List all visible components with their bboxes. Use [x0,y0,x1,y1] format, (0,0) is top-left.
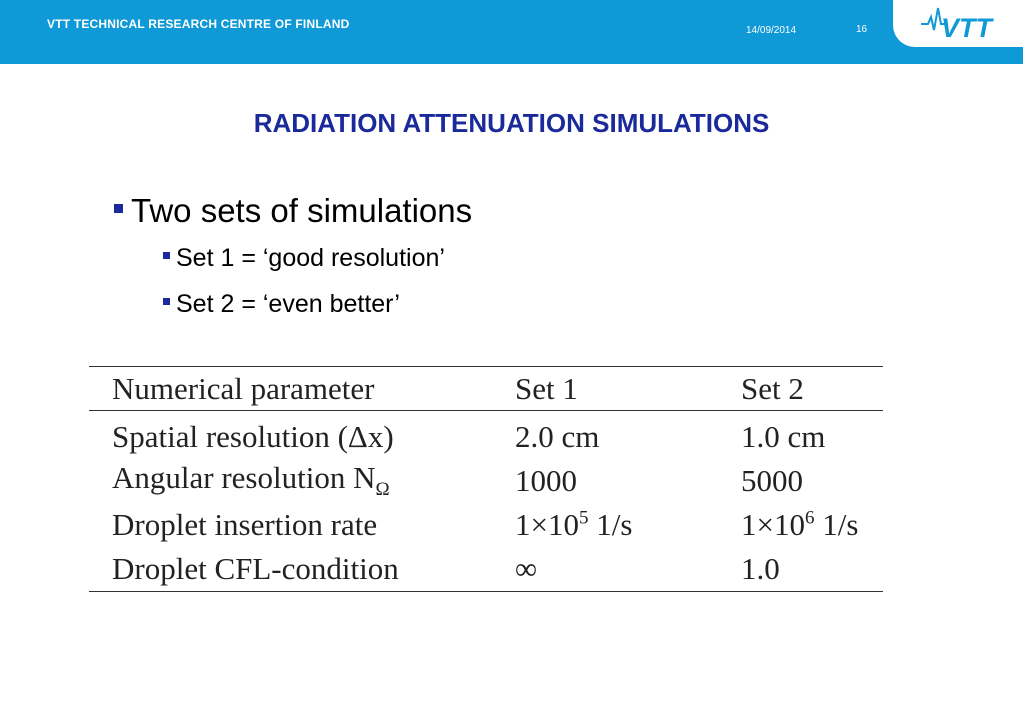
square-bullet-icon [114,203,123,213]
table-cell: 1×106 1/s [721,503,883,547]
sub-bullet-item: Set 2 = ‘even better’ [163,290,400,319]
slide-date: 14/09/2014 [746,25,797,36]
table-cell: 1.0 [741,551,780,586]
table-cell: Droplet CFL-condition [112,551,399,586]
vtt-logo-icon: VTT [921,7,995,42]
bullet-item: Two sets of simulations [114,192,472,230]
parameter-table: Numerical parameter Set 1 Set 2 Spatial … [89,366,883,592]
vtt-logo: VTT [893,0,1023,47]
table-cell: Spatial resolution (Δx) [112,419,394,454]
header-bar: VTT TECHNICAL RESEARCH CENTRE OF FINLAND… [0,0,1023,64]
column-header: Set 1 [515,370,578,406]
table-cell: Droplet insertion rate [112,507,378,542]
column-header: Numerical parameter [112,370,375,406]
cell-text: 1×10 [741,507,805,542]
table-cell: 1×105 1/s [493,503,721,547]
table-cell: 1000 [515,463,577,498]
cell-exponent: 6 [804,507,815,529]
table-row: Droplet insertion rate 1×105 1/s 1×106 1… [89,503,883,547]
organization-name: VTT TECHNICAL RESEARCH CENTRE OF FINLAND [47,17,350,31]
slide-title: RADIATION ATTENUATION SIMULATIONS [253,108,770,138]
square-bullet-icon [163,251,170,259]
slide-number: 16 [856,24,868,35]
table-cell: 2.0 cm [515,419,600,454]
cell-text: 1×10 [515,507,579,542]
table-cell: 5000 [741,463,803,498]
bullet-text: Set 1 = ‘good resolution’ [176,244,445,272]
bullet-text: Two sets of simulations [131,192,473,229]
bullet-text: Set 2 = ‘even better’ [176,290,400,318]
table-header-row: Numerical parameter Set 1 Set 2 [89,366,883,411]
table-cell: ∞ [515,551,538,586]
column-header: Set 2 [741,370,804,406]
table-cell: 1.0 cm [741,419,826,454]
table-row: Angular resolution NΩ 1000 5000 [89,459,883,503]
cell-unit: 1/s [814,507,859,542]
sub-bullet-item: Set 1 = ‘good resolution’ [163,244,445,273]
cell-exponent: 5 [578,507,589,529]
logo-text: VTT [941,13,995,42]
square-bullet-icon [163,297,170,305]
table-cell: Angular resolution NΩ [89,459,493,503]
cell-subscript: Ω [375,479,390,501]
table-row: Droplet CFL-condition ∞ 1.0 [89,547,883,592]
cell-text: Angular resolution N [112,460,376,496]
table-row: Spatial resolution (Δx) 2.0 cm 1.0 cm [89,411,883,460]
cell-unit: 1/s [588,507,633,542]
